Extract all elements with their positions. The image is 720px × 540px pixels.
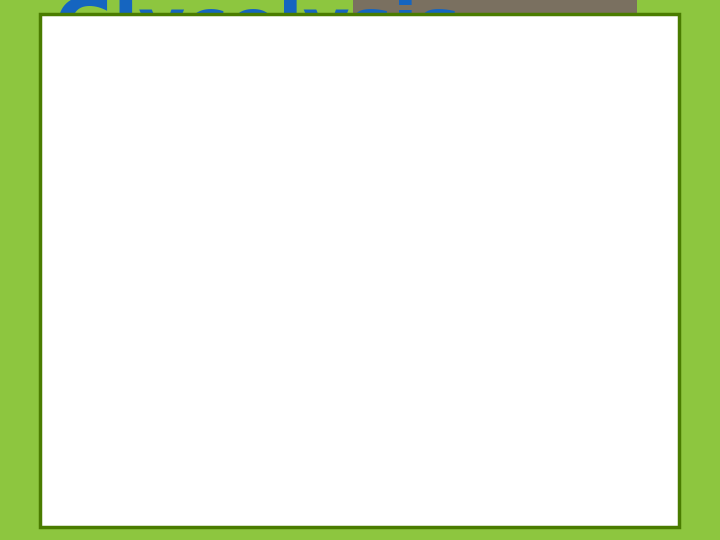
Ellipse shape xyxy=(323,368,346,394)
Ellipse shape xyxy=(282,193,305,219)
Bar xyxy=(353,0,637,68)
Text: sugar: sugar xyxy=(45,336,112,357)
Ellipse shape xyxy=(160,204,183,230)
Ellipse shape xyxy=(143,337,166,363)
Ellipse shape xyxy=(258,159,282,185)
Ellipse shape xyxy=(167,292,190,318)
Text: sugar: sugar xyxy=(52,201,119,222)
Text: The carbon “backbone” of glucose is split in half: The carbon “backbone” of glucose is spli… xyxy=(112,87,629,107)
Ellipse shape xyxy=(201,127,224,153)
Text: Glycolysis: Glycolysis xyxy=(54,0,461,64)
Ellipse shape xyxy=(219,159,242,185)
Text: 6-carbon: 6-carbon xyxy=(52,173,156,194)
Ellipse shape xyxy=(354,339,377,365)
Ellipse shape xyxy=(174,165,197,191)
Ellipse shape xyxy=(189,246,212,272)
Ellipse shape xyxy=(122,382,145,408)
Ellipse shape xyxy=(243,246,266,272)
Ellipse shape xyxy=(383,299,406,325)
Text: 3-carbon: 3-carbon xyxy=(45,309,149,330)
